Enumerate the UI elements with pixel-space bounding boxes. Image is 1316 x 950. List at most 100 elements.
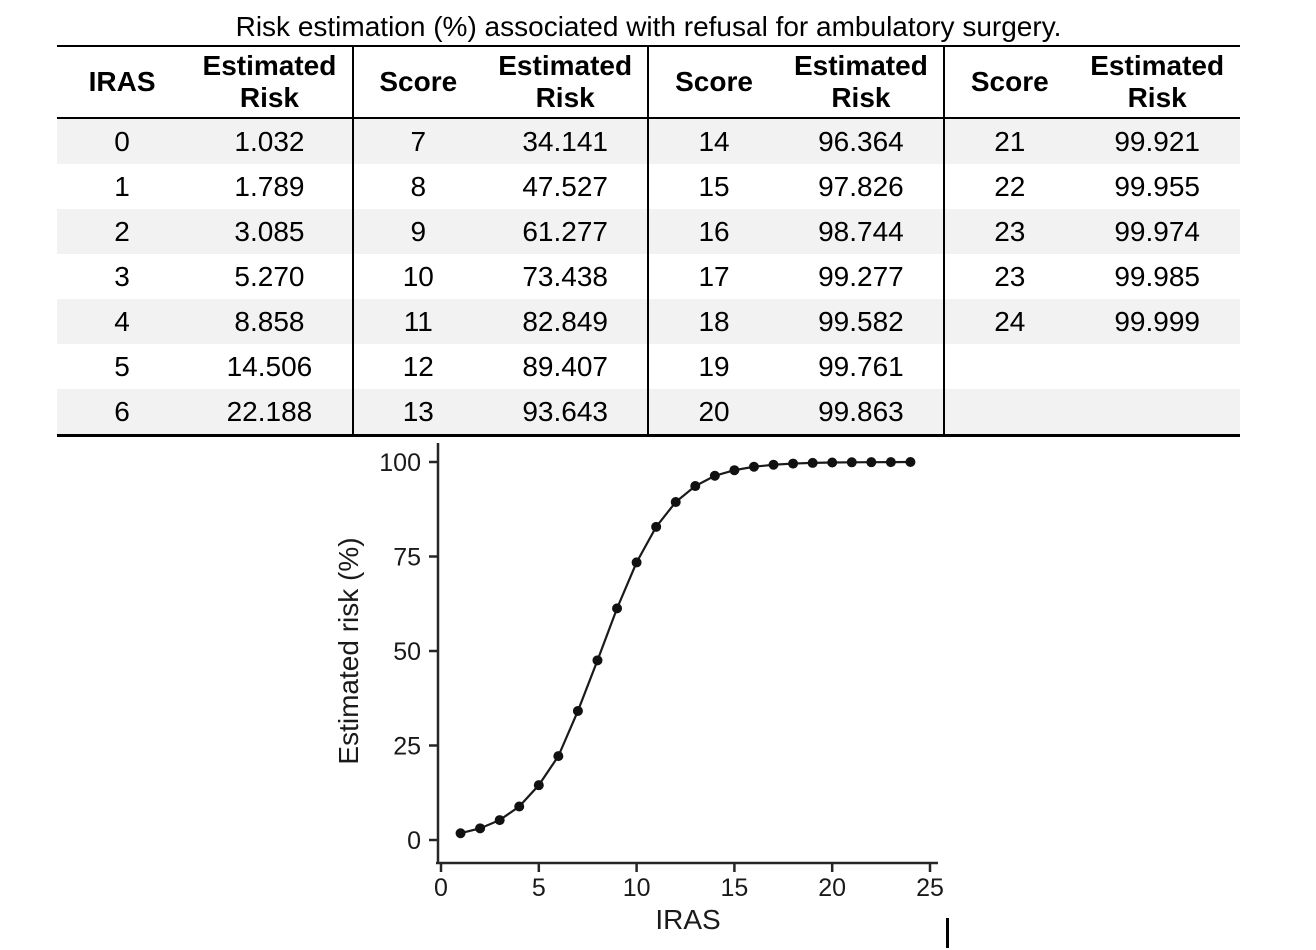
table-row: 4 8.858 11 82.849 18 99.582 24 99.999	[57, 299, 1240, 344]
risk-cell: 99.999	[1114, 305, 1200, 337]
risk-cell: 3.085	[187, 209, 354, 254]
risk-cell: 99.761	[778, 344, 946, 389]
risk-cell: 47.527	[482, 164, 650, 209]
data-point	[729, 465, 740, 476]
score-cell: 6	[114, 395, 130, 427]
score-cell: 14	[698, 125, 730, 157]
score-cell	[944, 389, 1074, 436]
data-point	[455, 828, 466, 839]
score-cell: 10	[402, 260, 434, 292]
score-cell: 4	[114, 305, 130, 337]
data-point	[651, 521, 662, 532]
risk-cell: 1.789	[187, 164, 354, 209]
risk-cell: 34.141	[482, 118, 650, 164]
risk-curve-figure: 0 5 10 15 20 25 0 25 50 75 100 IRAS Estimated risk (…	[320, 435, 1000, 950]
column-header: Score	[648, 46, 779, 119]
data-point	[846, 457, 857, 468]
risk-cell: 99.277	[778, 254, 946, 299]
column-header: Estimated Risk	[482, 46, 650, 119]
x-tick-label: 5	[532, 874, 546, 902]
data-point	[709, 470, 720, 481]
score-cell: 5	[114, 350, 130, 382]
text-cursor-artifact	[946, 918, 949, 948]
score-cell: 18	[698, 305, 730, 337]
column-header: Estimated Risk	[187, 46, 354, 119]
risk-cell	[1074, 344, 1240, 389]
risk-cell: 89.407	[482, 344, 650, 389]
y-tick-label: 50	[393, 638, 421, 666]
x-tick-label: 25	[916, 874, 944, 902]
risk-cell: 98.744	[778, 209, 946, 254]
risk-cell: 61.277	[482, 209, 650, 254]
score-cell: 21	[994, 125, 1026, 157]
y-tick-label: 100	[379, 449, 421, 477]
data-point	[612, 603, 623, 614]
risk-cell: 93.643	[482, 389, 650, 436]
table-body: 0 1.032 7 34.141 14 96.364 21 99.921 1 1.789 8 47.5…	[57, 118, 1240, 436]
score-cell: 1	[114, 170, 130, 202]
score-cell: 8	[410, 170, 427, 202]
column-header: Score	[944, 46, 1075, 119]
risk-cell: 99.974	[1114, 215, 1200, 247]
risk-curve-chart: 0 5 10 15 20 25 0 25 50 75 100 IRAS Estimated risk (…	[333, 443, 944, 935]
data-point	[670, 497, 681, 508]
data-point	[533, 780, 544, 791]
data-point	[592, 655, 603, 666]
data-point	[885, 457, 896, 468]
score-cell: 11	[403, 305, 433, 337]
table-row: 1 1.789 8 47.527 15 97.826 22 99.955	[57, 164, 1240, 209]
data-point	[690, 481, 701, 492]
y-tick-label: 75	[393, 544, 421, 572]
data-point	[494, 815, 505, 826]
data-point	[475, 823, 486, 834]
risk-cell: 8.858	[187, 299, 354, 344]
data-point	[788, 458, 799, 469]
score-cell: 7	[410, 125, 427, 157]
score-cell: 0	[114, 125, 130, 157]
header-row: IRAS Estimated Risk Score Estimated Risk Sco…	[57, 46, 1240, 119]
score-cell: 2	[114, 215, 130, 247]
risk-cell: 99.582	[778, 299, 946, 344]
risk-cell: 99.985	[1114, 260, 1200, 292]
data-point	[827, 457, 838, 468]
risk-table: IRAS Estimated Risk Score Estimated Risk Sco…	[57, 45, 1240, 437]
risk-cell: 99.863	[778, 389, 946, 436]
data-point	[866, 457, 877, 468]
risk-cell: 22.188	[187, 389, 354, 436]
score-cell: 3	[114, 260, 130, 292]
score-cell	[944, 344, 1074, 389]
score-cell: 17	[698, 260, 730, 292]
table-row: 3 5.270 10 73.438 17 99.277 23 99.985	[57, 254, 1240, 299]
score-cell: 23	[994, 215, 1026, 247]
column-header: Estimated Risk	[1074, 46, 1240, 119]
risk-cell: 14.506	[187, 344, 354, 389]
column-header: Score	[352, 46, 483, 119]
risk-cell: 97.826	[778, 164, 946, 209]
score-cell: 15	[698, 170, 730, 202]
score-cell: 16	[698, 215, 730, 247]
data-point	[905, 457, 916, 468]
score-cell: 23	[994, 260, 1026, 292]
table-row: 0 1.032 7 34.141 14 96.364 21 99.921	[57, 118, 1240, 164]
table-row: 2 3.085 9 61.277 16 98.744 23 99.974	[57, 209, 1240, 254]
score-cell: 12	[402, 350, 434, 382]
risk-cell: 1.032	[187, 118, 354, 164]
data-point	[807, 457, 818, 468]
score-cell: 19	[698, 350, 730, 382]
score-cell: 22	[994, 170, 1026, 202]
table-row: 6 22.188 13 93.643 20 99.863	[57, 389, 1240, 436]
data-point	[572, 705, 583, 716]
x-tick-label: 20	[818, 874, 846, 902]
risk-cell: 73.438	[482, 254, 650, 299]
y-axis-title: Estimated risk (%)	[333, 537, 364, 764]
y-tick-label: 25	[393, 733, 421, 761]
table-title: Risk estimation (%) associated with refu…	[235, 11, 1062, 42]
score-cell: 9	[410, 215, 427, 247]
risk-cell: 99.955	[1114, 170, 1200, 202]
x-tick-label: 0	[434, 874, 448, 902]
score-cell: 13	[402, 395, 434, 427]
score-cell: 24	[994, 305, 1026, 337]
data-point	[768, 459, 779, 470]
risk-cell: 5.270	[187, 254, 354, 299]
